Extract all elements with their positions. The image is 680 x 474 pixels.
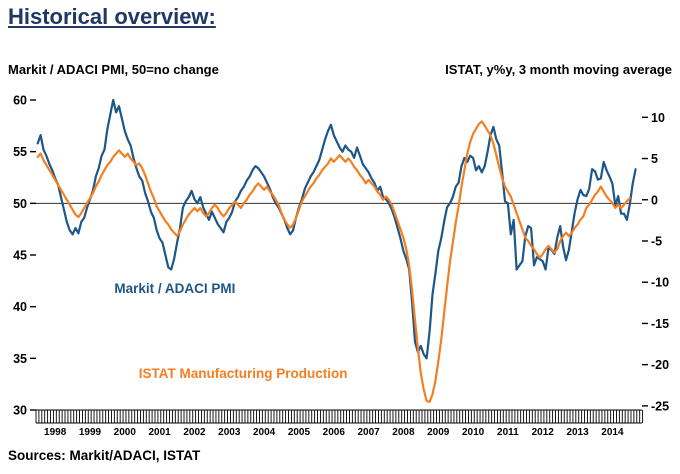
right-tick-label: 0 — [651, 193, 658, 207]
left-tick-label: 55 — [13, 145, 27, 159]
right-tick-label: 5 — [651, 152, 658, 166]
year-label: 2005 — [288, 427, 311, 438]
left-tick-label: 35 — [13, 352, 27, 366]
year-label: 2001 — [149, 427, 172, 438]
line-chart: 60 55 50 45 40 35 30 10 5 0 -5 -10 -15 -20 -25 1998 1999… — [0, 88, 680, 444]
istat-label: ISTAT Manufacturing Production — [139, 366, 348, 381]
istat-line — [36, 120, 631, 403]
left-tick-label: 50 — [13, 197, 27, 211]
left-tick-label: 60 — [13, 94, 27, 108]
year-label: 2008 — [392, 427, 415, 438]
left-tick-label: 40 — [13, 300, 27, 314]
source-note: Sources: Markit/ADACI, ISTAT — [8, 448, 201, 463]
year-label: 2014 — [601, 427, 624, 438]
year-label: 2004 — [253, 427, 276, 438]
year-label: 2006 — [323, 427, 346, 438]
year-label: 2000 — [114, 427, 137, 438]
right-tick-label: -15 — [651, 317, 669, 331]
year-label: 2003 — [218, 427, 241, 438]
left-tick-label: 45 — [13, 249, 27, 263]
year-label: 2007 — [357, 427, 380, 438]
right-axis-title: ISTAT, y%y, 3 month moving average — [445, 62, 672, 77]
year-label: 2011 — [497, 427, 519, 438]
year-label: 2009 — [427, 427, 450, 438]
year-label: 2010 — [462, 427, 485, 438]
right-tick-label: -20 — [651, 358, 669, 372]
left-axis-title: Markit / ADACI PMI, 50=no change — [8, 62, 219, 77]
year-label: 1998 — [44, 427, 67, 438]
right-tick-label: -25 — [651, 399, 669, 413]
right-tick-label: -5 — [651, 234, 662, 248]
year-label: 2012 — [532, 427, 555, 438]
pmi-line — [36, 98, 637, 360]
year-label: 1999 — [79, 427, 102, 438]
pmi-label: Markit / ADACI PMI — [114, 281, 235, 296]
year-label: 2013 — [566, 427, 589, 438]
page-title: Historical overview: — [8, 4, 216, 29]
right-tick-label: 10 — [651, 111, 665, 125]
right-tick-label: -10 — [651, 276, 669, 290]
year-label: 2002 — [183, 427, 206, 438]
left-tick-label: 30 — [13, 404, 27, 418]
